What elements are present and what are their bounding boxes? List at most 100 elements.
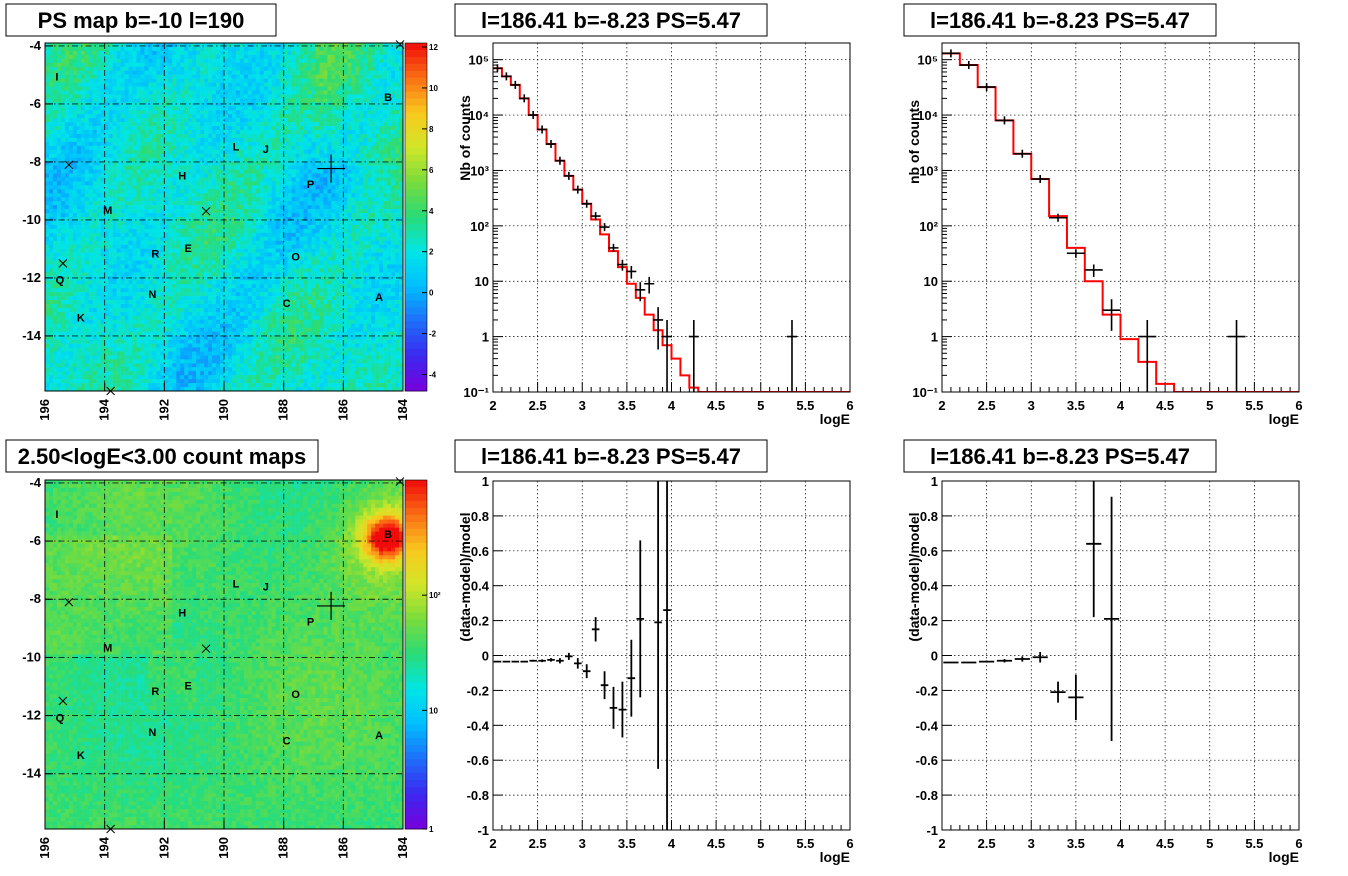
map-cell [267, 54, 273, 60]
map-cell [108, 220, 113, 226]
map-cell [247, 240, 253, 245]
map-cell [188, 220, 193, 226]
map-cell [192, 197, 197, 202]
map-cell [76, 232, 82, 238]
map-cell [84, 114, 90, 119]
map-cell [68, 43, 74, 48]
map-cell [184, 58, 189, 64]
map-cell [112, 256, 117, 261]
map-cell [235, 197, 241, 202]
map-cell [100, 43, 105, 48]
map-cell [76, 130, 82, 135]
map-cell [136, 220, 141, 226]
map-cell [132, 145, 137, 151]
map-cell [243, 205, 249, 210]
map-cell [116, 232, 121, 238]
map-cell [160, 153, 165, 158]
map-cell [263, 118, 269, 123]
map-cell [148, 153, 153, 158]
map-cell [128, 185, 133, 190]
map-cell [363, 244, 368, 249]
map-cell [307, 181, 312, 186]
map-cell [271, 205, 277, 210]
map-cell [160, 98, 165, 103]
map-cell [359, 197, 364, 202]
map-cell [136, 244, 141, 249]
map-cell [56, 141, 62, 147]
map-cell [168, 236, 173, 242]
map-cell [227, 94, 233, 99]
map-cell [259, 145, 265, 151]
map-cell [60, 118, 66, 123]
map-cell [299, 232, 304, 238]
map-cell [188, 252, 193, 257]
map-cell [52, 58, 58, 64]
map-cell [168, 94, 173, 99]
map-cell [243, 94, 249, 99]
map-cell [231, 90, 237, 95]
map-cell [208, 236, 213, 242]
map-cell [387, 90, 392, 95]
map-cell [399, 181, 404, 186]
map-cell [335, 220, 340, 226]
map-cell [367, 70, 372, 75]
map-cell [96, 213, 101, 218]
map-cell [124, 137, 129, 143]
map-cell [327, 248, 332, 253]
map-cell [231, 58, 237, 64]
map-cell [140, 256, 145, 261]
map-cell [351, 256, 356, 261]
map-cell [295, 201, 300, 206]
map-cell [124, 161, 129, 166]
map-cell [188, 165, 193, 170]
map-cell [379, 240, 384, 245]
map-cell [315, 70, 320, 75]
map-cell [120, 66, 125, 71]
map-cell [235, 169, 241, 174]
map-cell [160, 106, 165, 111]
map-cell [359, 181, 364, 186]
map-cell [355, 58, 360, 64]
map-cell [335, 133, 340, 139]
map-cell [212, 122, 217, 127]
map-cell [212, 90, 217, 95]
map-cell [271, 157, 277, 162]
map-cell [76, 181, 82, 186]
map-cell [184, 177, 189, 182]
map-cell [172, 220, 177, 226]
map-cell [172, 189, 177, 194]
map-cell [184, 232, 189, 238]
map-cell [251, 66, 257, 71]
map-cell [52, 43, 58, 48]
map-cell [383, 50, 388, 56]
map-cell [323, 244, 328, 249]
map-cell [92, 106, 98, 111]
map-cell [76, 90, 82, 95]
map-cell [303, 126, 308, 131]
map-cell [371, 70, 376, 75]
map-cell [224, 169, 229, 174]
map-cell [363, 197, 368, 202]
map-cell [172, 46, 177, 52]
map-cell [255, 62, 261, 68]
map-cell [216, 126, 221, 131]
map-cell [148, 90, 153, 95]
map-cell [168, 256, 173, 261]
map-cell [355, 157, 360, 162]
map-cell [243, 169, 249, 174]
map-cell [200, 217, 205, 222]
map-cell [359, 58, 364, 64]
map-cell [271, 189, 277, 194]
map-cell [96, 244, 101, 249]
map-cell [132, 118, 137, 123]
map-cell [271, 102, 277, 107]
map-cell [259, 236, 265, 242]
map-cell [156, 110, 161, 115]
map-cell [315, 197, 320, 202]
map-cell [275, 66, 280, 71]
map-cell [204, 236, 209, 242]
map-cell [359, 161, 364, 166]
map-cell [371, 217, 376, 222]
map-cell [152, 260, 157, 265]
map-cell [363, 50, 368, 56]
